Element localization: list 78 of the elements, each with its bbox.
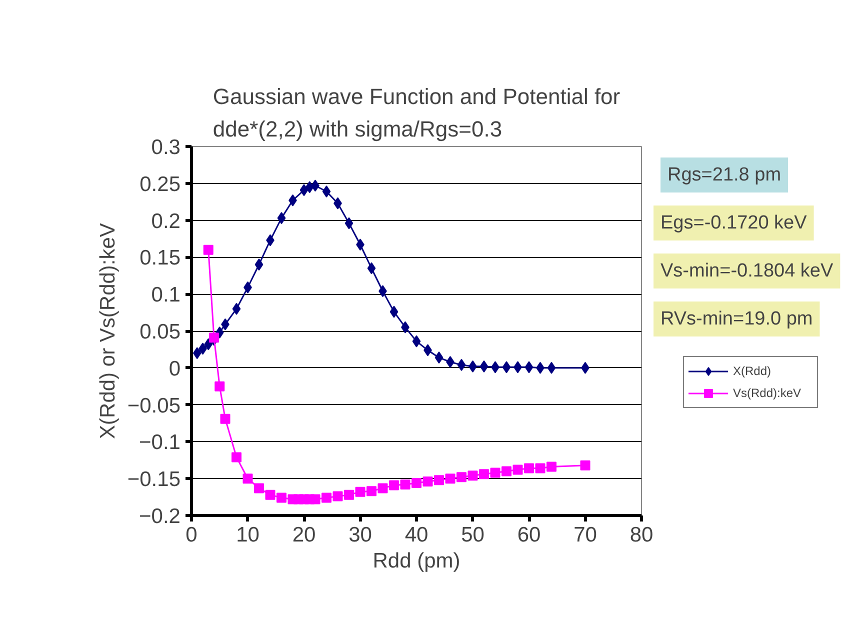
x-tick-label: 0	[186, 524, 198, 546]
y-tick-label: 0	[168, 357, 181, 380]
text: Rgs=21.8 pm	[668, 164, 782, 186]
x-tick-label: 50	[461, 524, 484, 546]
y-tick-label: 0.05	[140, 320, 181, 344]
point	[310, 494, 320, 504]
point	[400, 480, 410, 490]
chart-title: Gaussian wave Function and Potential for dde*(2,2) with sigma/Rgs=0.3	[212, 84, 620, 142]
point	[502, 466, 512, 476]
point	[445, 474, 456, 484]
point	[422, 476, 433, 487]
point	[524, 463, 534, 474]
point	[479, 469, 489, 480]
y-tick-label: 0.15	[140, 246, 181, 270]
point	[512, 464, 523, 475]
point	[367, 262, 376, 274]
text: Egs=-0.1720 keV	[660, 212, 808, 234]
x-tick-label: 20	[292, 524, 316, 546]
point	[204, 338, 213, 350]
point	[203, 244, 214, 255]
y-axis-title: X(Rdd) or Vs(Rdd):keV	[96, 223, 120, 439]
point	[468, 470, 478, 481]
point	[547, 362, 556, 374]
point	[546, 462, 556, 472]
point	[390, 306, 398, 318]
point	[366, 486, 376, 496]
x-tick-label: 60	[517, 524, 541, 546]
point	[276, 492, 286, 503]
point	[277, 212, 286, 224]
point	[490, 468, 500, 478]
legend-label: X(Rdd)	[733, 364, 772, 378]
point	[456, 472, 466, 482]
y-tick-label: 0.25	[140, 172, 181, 196]
point	[332, 491, 343, 502]
point	[412, 478, 422, 488]
y-tick-label: −0.1	[139, 431, 181, 454]
point	[232, 302, 241, 315]
legend-label: Vs(Rdd):keV	[733, 386, 802, 400]
point	[434, 352, 444, 364]
point	[254, 483, 264, 494]
point	[457, 358, 466, 371]
text: Vs-min=-0.1804 keV	[660, 260, 834, 282]
y-tick-label: 0.1	[151, 284, 181, 307]
point	[502, 361, 511, 374]
point	[412, 335, 421, 348]
x-tick-label: 40	[404, 524, 428, 546]
x-tick-label: 70	[574, 524, 597, 546]
point	[214, 381, 225, 392]
point	[580, 460, 590, 470]
x-tick-label: 80	[630, 524, 654, 546]
point	[232, 452, 242, 462]
point	[322, 186, 331, 198]
y-tick-label: −0.15	[127, 468, 181, 492]
x-tick-label: 10	[236, 524, 260, 546]
point	[524, 361, 534, 374]
y-tick-label: 0.3	[151, 136, 181, 159]
point	[209, 332, 219, 343]
point	[434, 475, 444, 486]
point	[355, 486, 366, 497]
x-tick-label: 30	[348, 524, 372, 546]
point	[389, 480, 399, 490]
point	[535, 463, 546, 474]
point	[480, 360, 488, 372]
point	[192, 347, 202, 360]
y-tick-label: 0.2	[151, 210, 181, 233]
point	[344, 490, 354, 500]
point	[322, 492, 332, 503]
text: RVs-min=19.0 pm	[660, 308, 813, 330]
point	[378, 483, 388, 494]
point	[254, 258, 264, 271]
y-tick-label: −0.05	[127, 394, 181, 418]
point	[242, 474, 253, 484]
point	[300, 184, 308, 196]
x-axis-title: Rdd (pm)	[372, 550, 460, 572]
point	[344, 217, 354, 230]
y-tick-label: −0.2	[139, 505, 181, 528]
point	[265, 490, 276, 500]
point	[220, 414, 230, 424]
